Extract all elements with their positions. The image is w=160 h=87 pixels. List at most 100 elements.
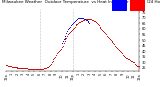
Point — [132, 62, 134, 63]
Point — [64, 35, 67, 36]
Point — [76, 24, 79, 25]
Point — [33, 68, 35, 70]
Point — [32, 68, 34, 70]
Point — [10, 65, 12, 66]
Point — [129, 59, 131, 61]
Point — [84, 18, 86, 19]
Point — [75, 19, 78, 21]
Point — [78, 17, 80, 18]
Point — [56, 53, 58, 54]
Point — [60, 46, 63, 47]
Point — [34, 68, 36, 70]
Point — [18, 67, 21, 69]
Point — [84, 18, 86, 19]
Point — [41, 68, 44, 70]
Point — [63, 40, 66, 42]
Point — [66, 30, 68, 32]
Point — [128, 58, 130, 60]
Point — [138, 65, 140, 66]
Point — [79, 21, 81, 23]
Point — [66, 35, 68, 36]
Point — [114, 45, 116, 46]
Point — [72, 21, 75, 23]
Point — [101, 29, 104, 31]
Point — [78, 21, 80, 23]
Point — [84, 18, 87, 19]
Point — [60, 43, 63, 44]
Point — [70, 30, 72, 32]
Point — [44, 67, 46, 69]
Point — [21, 67, 23, 69]
Point — [45, 67, 47, 69]
Point — [134, 64, 137, 65]
Point — [69, 26, 71, 27]
Point — [106, 35, 108, 36]
Point — [50, 62, 53, 63]
Point — [22, 67, 24, 69]
Point — [20, 67, 22, 69]
Point — [31, 68, 33, 70]
Point — [76, 18, 79, 19]
Point — [58, 51, 60, 52]
Point — [107, 36, 109, 37]
Point — [8, 65, 10, 66]
Point — [83, 18, 85, 19]
Point — [98, 26, 101, 27]
Point — [52, 58, 55, 60]
Point — [77, 23, 80, 24]
Point — [108, 38, 111, 40]
Point — [96, 24, 99, 25]
Point — [111, 42, 114, 43]
Point — [71, 24, 73, 25]
Point — [61, 40, 64, 42]
Point — [113, 44, 116, 45]
Point — [75, 24, 78, 25]
Point — [67, 34, 69, 35]
Point — [59, 49, 61, 51]
Point — [136, 65, 139, 66]
Point — [125, 57, 128, 59]
Point — [28, 68, 31, 70]
Point — [88, 23, 91, 24]
Point — [124, 56, 127, 58]
Point — [120, 53, 123, 54]
Point — [67, 28, 69, 29]
Point — [62, 43, 65, 44]
Point — [133, 63, 136, 64]
Point — [112, 43, 115, 44]
Point — [74, 25, 77, 26]
Point — [80, 20, 82, 22]
Point — [51, 61, 54, 62]
Point — [43, 67, 45, 69]
Point — [27, 68, 30, 70]
Point — [9, 65, 11, 66]
Point — [86, 18, 89, 19]
Point — [68, 27, 70, 28]
Point — [102, 30, 104, 32]
Point — [118, 49, 120, 51]
Point — [82, 19, 84, 21]
Point — [103, 31, 105, 33]
Point — [62, 38, 65, 40]
Point — [70, 25, 72, 26]
Point — [122, 55, 125, 56]
Point — [88, 18, 91, 19]
Point — [87, 18, 90, 19]
Point — [109, 39, 112, 41]
Point — [72, 27, 75, 28]
Point — [89, 18, 92, 19]
Point — [83, 19, 85, 21]
Point — [72, 23, 74, 24]
Point — [24, 67, 27, 69]
Point — [63, 37, 66, 38]
Point — [99, 27, 102, 28]
Point — [49, 63, 52, 64]
Point — [57, 52, 59, 53]
Point — [86, 20, 89, 22]
Point — [132, 62, 135, 63]
Point — [12, 66, 14, 68]
Point — [97, 25, 100, 26]
Point — [42, 68, 45, 70]
Point — [13, 66, 16, 68]
Point — [5, 64, 8, 65]
